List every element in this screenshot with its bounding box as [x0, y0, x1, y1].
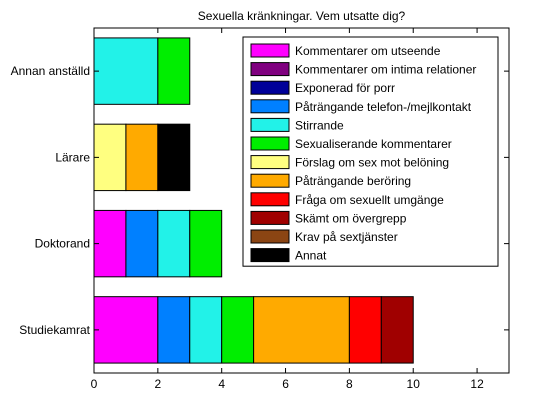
- legend-label: Förslag om sex mot belöning: [295, 156, 449, 170]
- legend-swatch: [250, 192, 290, 207]
- x-tick-label: 8: [346, 377, 353, 391]
- bar-segment-annan-anställd-5: [157, 37, 191, 105]
- bar-segment-studiekamrat-3: [157, 296, 191, 364]
- chart-title: Sexuella kränkningar. Vem utsatte dig?: [198, 9, 406, 23]
- legend-label: Krav på sextjänster: [295, 230, 398, 244]
- axis-ticks: Studiekamrat Doktorand Lärare Annan anställ…: [11, 28, 509, 391]
- bar-segment-lärare-6: [93, 123, 127, 192]
- legend-label: Sexualiserande kommentarer: [295, 137, 452, 151]
- y-tick-label: Lärare: [55, 150, 90, 164]
- legend-swatch: [250, 210, 290, 225]
- bar-segment-studiekamrat-4: [189, 296, 223, 364]
- bar-segment-doktorand-4: [157, 209, 191, 278]
- x-tick-label: 0: [91, 377, 98, 391]
- x-tick-label: 2: [155, 377, 162, 391]
- y-tick-label: Studiekamrat: [19, 323, 90, 337]
- legend-swatch: [250, 99, 290, 114]
- x-tick-label: 10: [407, 377, 421, 391]
- legend-swatch: [250, 155, 290, 170]
- legend-label: Skämt om övergrepp: [295, 211, 407, 225]
- legend-swatch: [250, 62, 290, 77]
- legend-label: Stirrande: [295, 118, 344, 132]
- legend-label: Påträngande telefon-/mejlkontakt: [295, 100, 472, 114]
- bar-segment-lärare-11: [157, 123, 191, 192]
- legend-swatch: [250, 43, 290, 58]
- x-tick-label: 6: [282, 377, 289, 391]
- legend-label: Kommentarer om utseende: [295, 44, 441, 58]
- plot-area: [93, 27, 510, 374]
- y-tick-label: Doktorand: [35, 237, 90, 251]
- legend-swatch: [250, 136, 290, 151]
- bar-segment-studiekamrat-9: [380, 296, 414, 364]
- legend-label: Kommentarer om intima relationer: [295, 63, 476, 77]
- bar-segment-annan-anställd-4: [93, 37, 159, 105]
- legend-label: Exponerad för porr: [295, 81, 395, 95]
- legend-swatch: [250, 229, 290, 244]
- bar-segment-studiekamrat-8: [348, 296, 382, 364]
- legend-swatch: [250, 117, 290, 132]
- bar-segment-lärare-7: [125, 123, 159, 192]
- x-tick-label: 12: [470, 377, 484, 391]
- bar-segment-doktorand-3: [125, 209, 159, 278]
- legend-label: Fråga om sexuellt umgänge: [295, 193, 444, 207]
- legend-label: Påträngande beröring: [295, 174, 411, 188]
- bar-segment-studiekamrat-0: [93, 296, 159, 364]
- bars-layer: [93, 37, 414, 364]
- x-tick-label: 4: [218, 377, 225, 391]
- legend-label: Annat: [295, 249, 327, 263]
- bar-segment-studiekamrat-5: [221, 296, 255, 364]
- legend: Kommentarer om utseende Kommentarer om in…: [242, 36, 499, 267]
- legend-swatch: [250, 173, 290, 188]
- bar-segment-studiekamrat-7: [253, 296, 350, 364]
- legend-swatch: [250, 248, 290, 263]
- bar-segment-doktorand-5: [189, 209, 223, 278]
- legend-swatch: [250, 80, 290, 95]
- y-tick-label: Annan anställd: [11, 64, 90, 78]
